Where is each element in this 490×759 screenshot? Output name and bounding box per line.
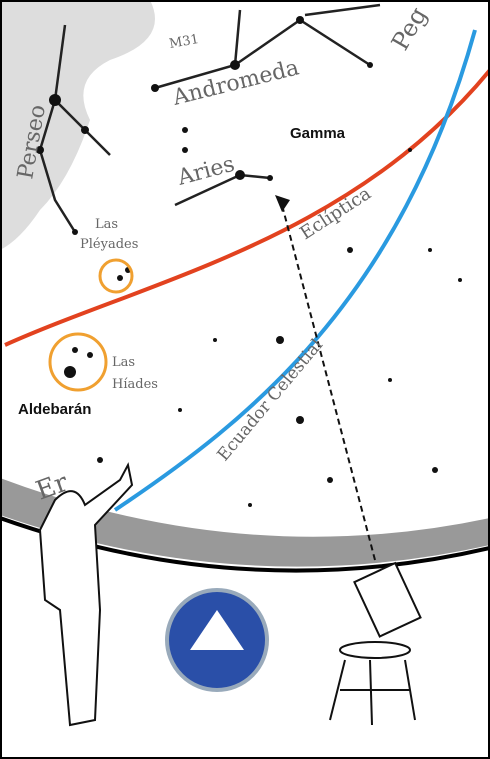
arrow-head [275,195,290,212]
pleiades-label: Pléyades [80,237,138,252]
person [38,462,134,727]
pointer-arrow [281,204,376,561]
gamma-label: Gamma [290,125,346,142]
m31-label: M31 [168,32,200,52]
pleiades-circle [98,258,134,294]
hyades-circle [48,332,108,392]
stars [36,16,462,507]
logo-triangle [190,610,244,650]
hyades-label: Las [112,355,135,370]
telescope [329,561,422,726]
equator-line [113,29,477,512]
pleiades-label: Las [95,217,118,232]
horizon-band [0,478,490,567]
aldebaran-label: Aldebarán [18,401,91,418]
hyades-label: Híades [112,377,158,392]
ecliptic-line [4,68,490,347]
milky-way [0,0,155,250]
